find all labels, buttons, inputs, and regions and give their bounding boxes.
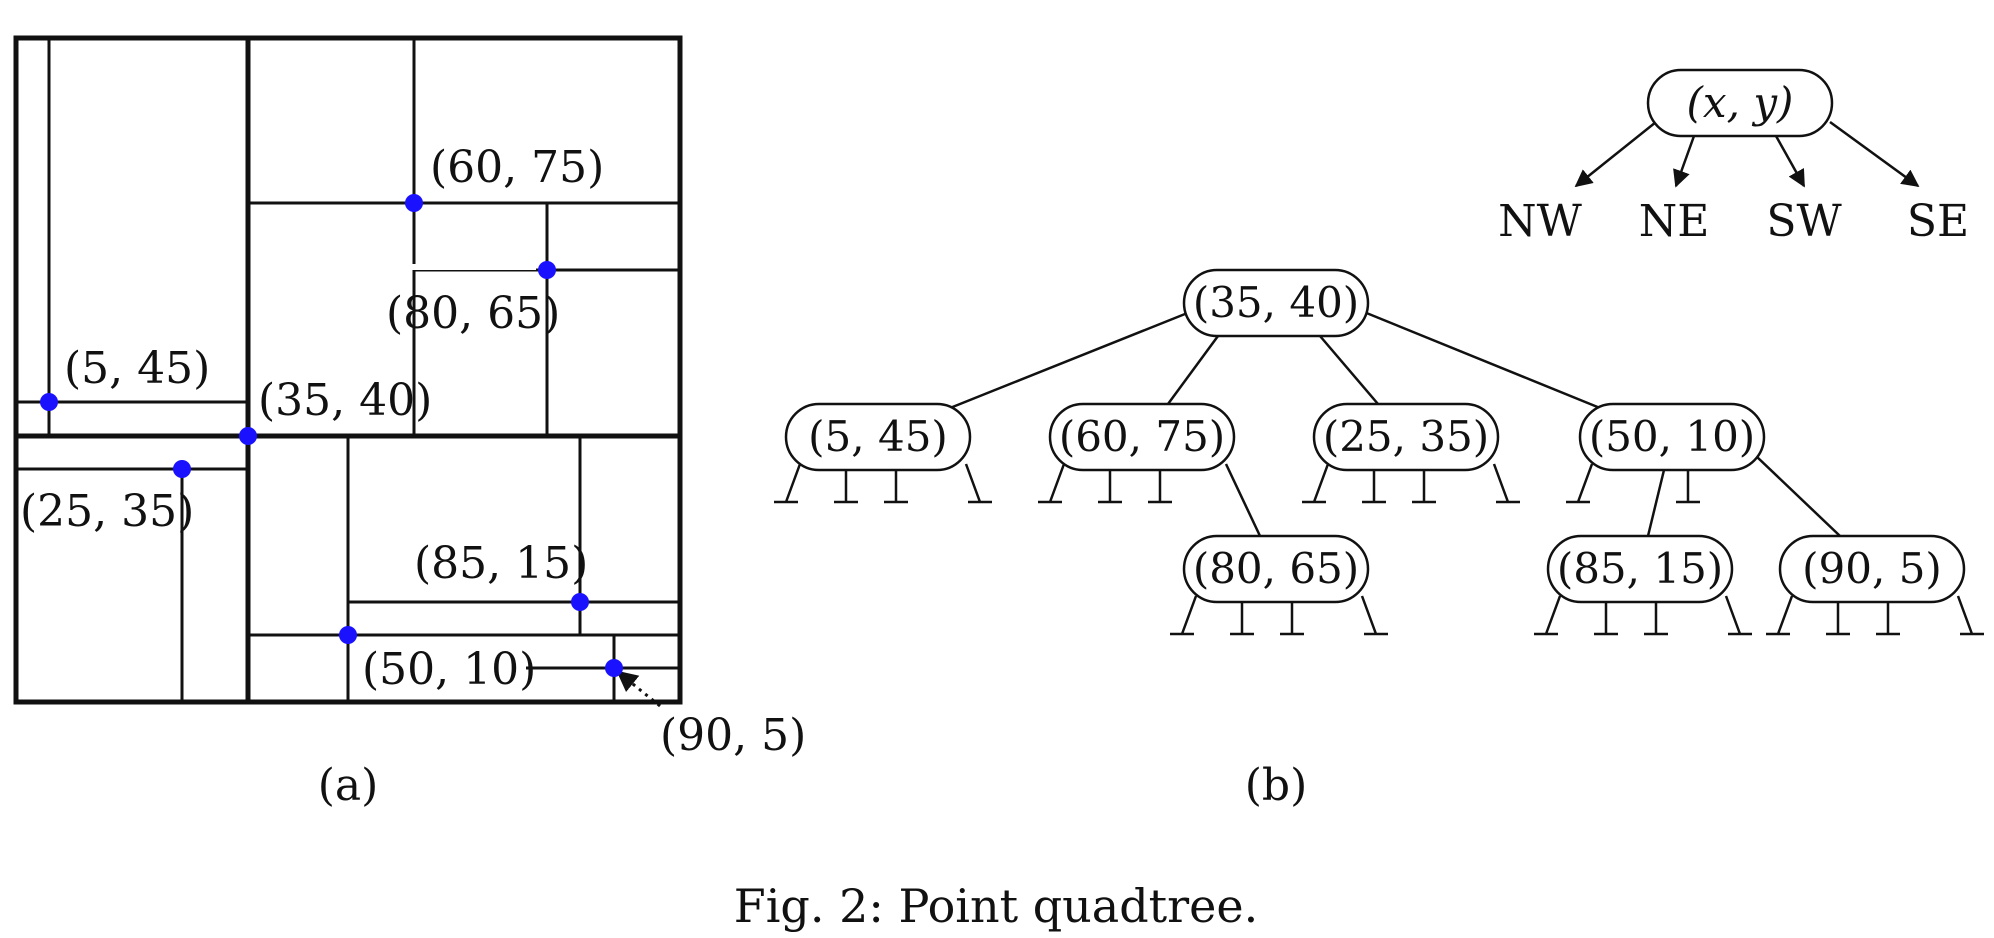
edge-root-se	[1363, 310, 1601, 410]
point-60-75	[405, 194, 423, 212]
label-50-10: (50, 10)	[362, 644, 536, 695]
nil-25-35	[1302, 463, 1520, 504]
node-60-75-label: (60, 75)	[1059, 412, 1225, 461]
node-25-35-box	[1312, 402, 1500, 472]
edge-50-10-se	[1755, 455, 1841, 537]
panel-a-spatial-map	[13, 35, 683, 708]
point-50-10	[339, 626, 357, 644]
node-80-65-label: (80, 65)	[1193, 544, 1359, 593]
legend-child-nw: NW	[1498, 196, 1583, 247]
panel-a-label: (a)	[318, 760, 379, 811]
node-85-15-box	[1546, 534, 1734, 604]
label-35-40: (35, 40)	[258, 375, 432, 426]
nil-60-75	[1038, 463, 1172, 504]
panel-b-label: (b)	[1245, 760, 1308, 811]
nil-80-65	[1170, 595, 1388, 636]
label-90-5: (90, 5)	[660, 710, 806, 761]
legend-child-se: SE	[1907, 196, 1969, 247]
node-90-5-box	[1778, 534, 1966, 604]
legend-edge-nw	[1574, 121, 1657, 188]
node-60-75-box	[1048, 402, 1236, 472]
legend-child-sw: SW	[1766, 196, 1842, 247]
node-85-15-label: (85, 15)	[1557, 544, 1723, 593]
legend-child-labels: NW NE SW SE	[1498, 196, 1969, 247]
nil-5-45	[774, 463, 992, 504]
node-35-40-label: (35, 40)	[1193, 278, 1359, 327]
panel-b-node-labels: (x, y) (35, 40) (5, 45) (60, 75) (25, 35…	[808, 78, 1942, 593]
panel-b-tree	[774, 68, 1984, 636]
nil-50-10	[1566, 463, 1700, 504]
node-35-40-box	[1182, 268, 1370, 338]
label-5-45: (5, 45)	[64, 343, 210, 394]
point-35-40	[239, 427, 257, 445]
node-80-65-box	[1182, 534, 1370, 604]
label-85-15: (85, 15)	[414, 538, 588, 589]
nil-90-5	[1766, 595, 1984, 636]
label-25-35: (25, 35)	[20, 486, 194, 537]
node-25-35-label: (25, 35)	[1323, 412, 1489, 461]
edge-root-ne	[1166, 335, 1220, 405]
nil-85-15	[1534, 595, 1752, 636]
legend-edge-se	[1829, 120, 1920, 188]
point-90-5	[605, 659, 623, 677]
node-50-10-label: (50, 10)	[1589, 412, 1755, 461]
point-80-65	[538, 261, 556, 279]
edge-50-10-sw	[1646, 469, 1666, 537]
panel-a-labels: (35, 40) (5, 45) (25, 35) (60, 75) (80, …	[20, 142, 806, 761]
pointer-90-5-arrow	[616, 670, 661, 708]
edge-root-nw	[949, 310, 1191, 410]
legend-node-box	[1646, 68, 1834, 138]
point-25-35	[173, 460, 191, 478]
legend-edge-ne	[1673, 135, 1696, 188]
legend-child-ne: NE	[1639, 196, 1710, 247]
figure-caption: Fig. 2: Point quadtree.	[734, 879, 1258, 933]
point-5-45	[40, 393, 58, 411]
point-85-15	[571, 593, 589, 611]
node-5-45-label: (5, 45)	[808, 412, 948, 461]
label-80-65: (80, 65)	[386, 288, 560, 339]
legend-edge-sw	[1774, 135, 1806, 188]
edge-root-sw	[1319, 335, 1379, 405]
label-60-75: (60, 75)	[430, 142, 604, 193]
panel-a-points	[40, 194, 623, 677]
legend-node-label: (x, y)	[1687, 78, 1794, 127]
node-5-45-box	[784, 402, 972, 472]
node-90-5-label: (90, 5)	[1802, 544, 1942, 593]
edge-60-75-se	[1224, 463, 1262, 537]
node-50-10-box	[1578, 402, 1766, 472]
